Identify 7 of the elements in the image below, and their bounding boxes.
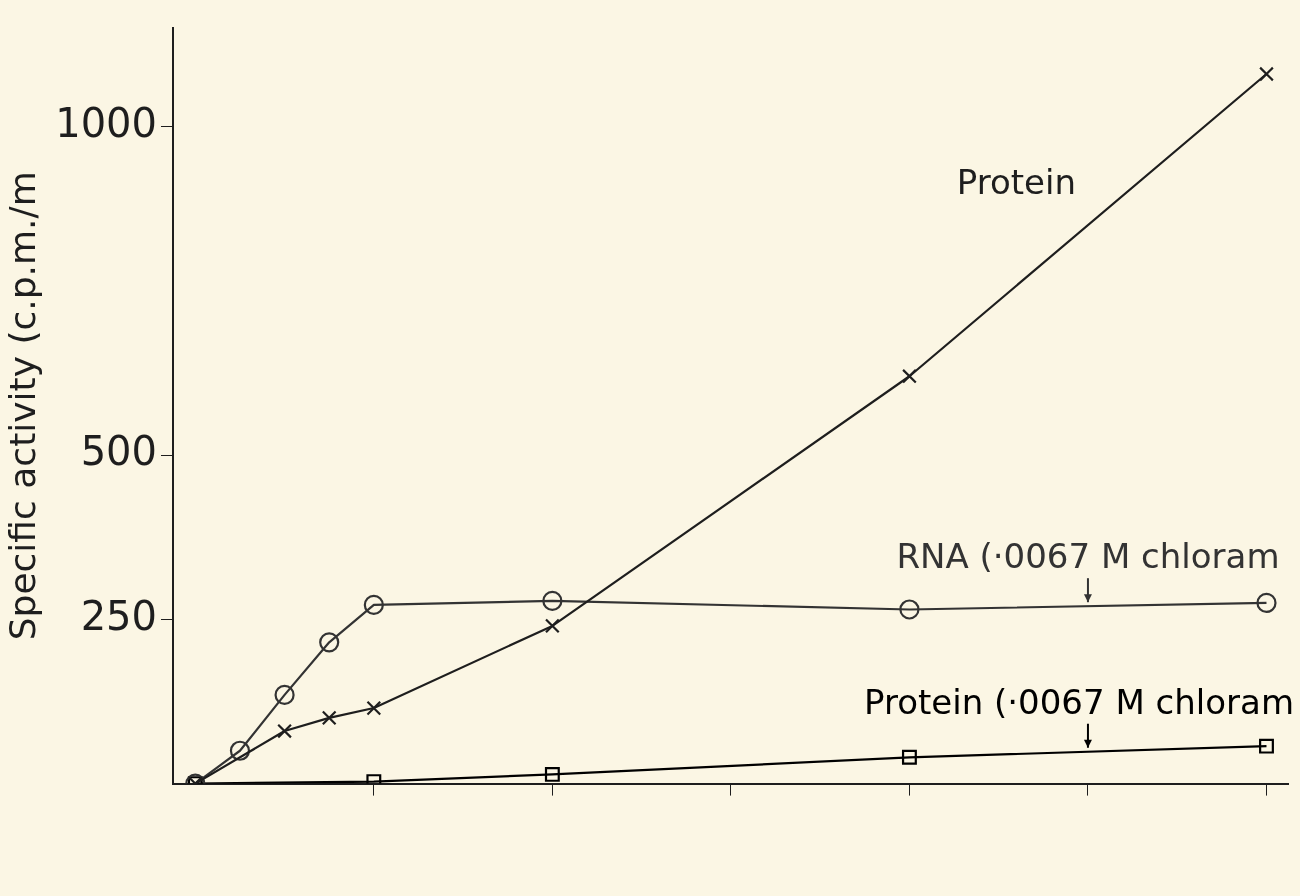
series-label: Protein (·0067 M chloram [864,681,1294,722]
y-axis-title: Specific activity (c.p.m./m [1,171,43,641]
y-tick-label: 250 [80,592,157,639]
y-tick-label: 1000 [55,99,157,146]
series-label: RNA (·0067 M chloram [896,536,1280,577]
y-tick-label: 500 [80,428,157,475]
series-label: Protein [956,161,1076,202]
